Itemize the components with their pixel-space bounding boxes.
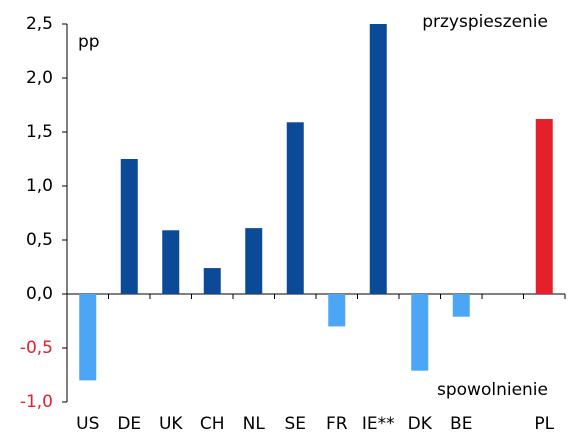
y-tick-label: 1,0 <box>26 176 53 196</box>
y-tick-label: 1,5 <box>26 122 53 142</box>
bar <box>328 294 346 327</box>
bar <box>452 294 470 317</box>
y-tick-label: -1,0 <box>20 392 53 412</box>
y-tick-label: 0,5 <box>26 230 53 250</box>
x-tick-label: DK <box>408 414 433 434</box>
bar <box>162 230 180 294</box>
x-tick-label: FR <box>326 414 348 434</box>
bar <box>286 122 304 294</box>
bar <box>203 268 221 294</box>
y-tick-label: 0,0 <box>26 284 53 304</box>
x-tick-label: UK <box>159 414 183 434</box>
x-tick-label: SE <box>284 414 306 434</box>
annotation: spowolnienie <box>437 380 548 400</box>
y-tick-label: 2,0 <box>26 68 53 88</box>
annotation: przyspieszenie <box>422 12 548 32</box>
x-tick-label: NL <box>243 414 266 434</box>
x-tick-label: BE <box>450 414 472 434</box>
bar <box>411 294 429 371</box>
bar <box>245 228 263 294</box>
x-tick-label: US <box>76 414 99 434</box>
y-tick-label: -0,5 <box>20 338 53 358</box>
x-tick-label: IE** <box>362 414 395 434</box>
bar <box>369 24 387 294</box>
y-axis-unit: pp <box>78 32 100 52</box>
bar <box>535 119 553 294</box>
bar <box>120 159 138 294</box>
x-tick-label: CH <box>200 414 225 434</box>
y-tick-label: 2,5 <box>26 14 53 34</box>
x-tick-label: DE <box>117 414 141 434</box>
bar <box>79 294 97 381</box>
x-tick-label: PL <box>534 414 554 434</box>
